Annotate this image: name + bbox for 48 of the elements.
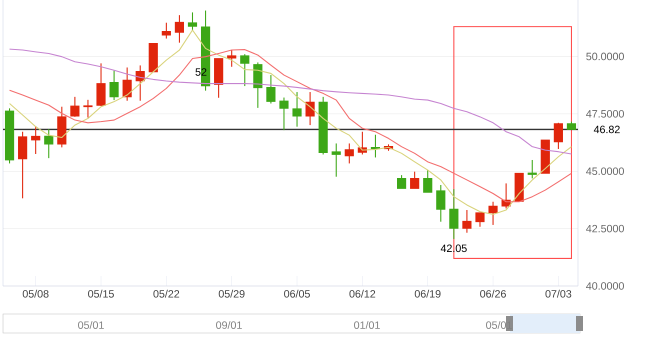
candlestick: [83, 99, 93, 118]
text: 05/01: [78, 321, 104, 329]
candlestick: [174, 14, 184, 44]
text: 09/01: [216, 321, 242, 329]
ref-line-label: 46.82: [594, 126, 620, 134]
candlestick: [44, 128, 54, 159]
candlestick: [475, 212, 485, 228]
y-tick-label: 40.0000: [586, 282, 624, 290]
y-tick-label: 47.5000: [586, 110, 624, 118]
candlestick: [306, 92, 315, 126]
x-tick-label: 06/05: [284, 290, 310, 298]
y-tick-label: 50.0000: [586, 52, 624, 60]
y-tick-label: 45.0000: [586, 167, 624, 175]
candlestick: [292, 92, 302, 128]
candlestick: [423, 170, 432, 193]
candlestick: [70, 96, 80, 118]
candlestick: [449, 188, 458, 240]
x-tick-label: 06/19: [414, 290, 441, 298]
x-tick-label: 06/12: [349, 290, 376, 298]
candlestick: [488, 201, 498, 226]
candlestick: [344, 142, 354, 164]
x-tick-label: 05/22: [153, 290, 180, 298]
x-tick-label: 05/29: [218, 290, 245, 298]
candlestick: [122, 66, 132, 102]
candlestick: [227, 49, 236, 68]
candlestick: [253, 62, 262, 108]
candlestick: [554, 122, 563, 150]
candlestick: [31, 125, 40, 155]
candlestick: [162, 22, 171, 40]
x-tick-label: 06/26: [480, 290, 506, 298]
candlestick: [18, 131, 28, 199]
text: 01/01: [354, 321, 380, 329]
candlestick: [410, 171, 420, 189]
candlestick: [188, 12, 198, 31]
candlestick: [332, 142, 341, 178]
candlestick: [436, 184, 446, 222]
y-tick-label: 42.5000: [586, 224, 624, 232]
x-tick-label: 07/03: [545, 290, 572, 298]
x-tick-label: 05/15: [88, 290, 114, 298]
candlestick: [528, 159, 537, 179]
candlestick: [110, 70, 119, 101]
candlestick: [266, 74, 276, 104]
candlestick: [96, 62, 106, 107]
x-tick-label: 05/08: [22, 290, 49, 298]
candlestick: [397, 174, 406, 189]
candlestick: [279, 97, 289, 131]
candlestick: [462, 209, 472, 234]
candlestick: [240, 54, 250, 87]
